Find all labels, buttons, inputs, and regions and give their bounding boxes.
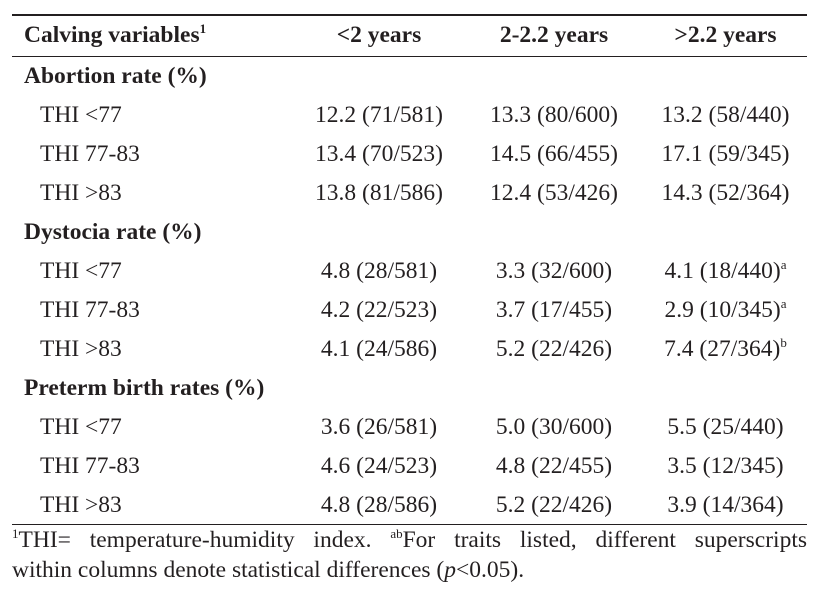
table-row: THI <77 4.8 (28/581) 3.3 (32/600) 4.1 (1… [12, 252, 807, 291]
cell-under-2: 4.2 (22/523) [320, 297, 438, 323]
row-label: THI 77-83 [40, 141, 140, 167]
superscript-marker: b [780, 335, 787, 350]
row-label: THI <77 [40, 414, 122, 440]
header-2-to-2-2-years: 2-2.2 years [499, 22, 609, 48]
table-bottom-rule [12, 524, 807, 526]
section-title: Abortion rate (%) [24, 63, 207, 89]
cell-2-to-2-2: 12.4 (53/426) [490, 180, 618, 206]
cell-2-to-2-2: 3.3 (32/600) [495, 258, 613, 284]
cell-over-2-2: 3.9 (14/364) [667, 492, 784, 518]
cell-under-2: 4.8 (28/586) [320, 492, 438, 518]
table-row: THI <77 12.2 (71/581) 13.3 (80/600) 13.2… [12, 96, 807, 135]
row-label: THI <77 [40, 258, 122, 284]
table-row: THI >83 13.8 (81/586) 12.4 (53/426) 14.3… [12, 174, 807, 213]
cell-over-2-2: 7.4 (27/364)b [664, 335, 787, 362]
header-over-2-2-years: >2.2 years [674, 22, 777, 48]
table-row: THI <77 3.6 (26/581) 5.0 (30/600) 5.5 (2… [12, 408, 807, 447]
table-footnote: 1THI= temperature-humidity index. abFor … [12, 525, 807, 585]
cell-over-2-2: 3.5 (12/345) [667, 453, 784, 479]
header-footnote-marker: 1 [199, 21, 207, 36]
cell-2-to-2-2: 3.7 (17/455) [495, 297, 613, 323]
cell-over-2-2: 17.1 (59/345) [661, 141, 790, 167]
table-header-rule [12, 56, 807, 58]
section-title: Preterm birth rates (%) [24, 375, 265, 401]
cell-under-2: 4.6 (24/523) [320, 453, 438, 479]
table-row: THI 77-83 4.2 (22/523) 3.7 (17/455) 2.9 … [12, 291, 807, 330]
header-under-2-years: <2 years [336, 22, 422, 48]
table-row: THI 77-83 13.4 (70/523) 14.5 (66/455) 17… [12, 135, 807, 174]
cell-2-to-2-2: 4.8 (22/455) [495, 453, 613, 479]
cell-2-to-2-2: 5.0 (30/600) [495, 414, 613, 440]
row-label: THI <77 [40, 102, 122, 128]
footnote-line-2: within columns denote statistical differ… [12, 557, 525, 583]
cell-2-to-2-2: 5.2 (22/426) [495, 336, 613, 362]
cell-under-2: 12.2 (71/581) [315, 102, 443, 128]
cell-under-2: 4.8 (28/581) [320, 258, 438, 284]
row-label: THI 77-83 [40, 453, 140, 479]
footnote-line-1: 1THI= temperature-humidity index. abFor … [12, 526, 807, 553]
row-label: THI >83 [40, 336, 122, 362]
superscript-marker: a [780, 296, 787, 311]
section-preterm-birth-rates: Preterm birth rates (%) [12, 369, 807, 408]
cell-2-to-2-2: 5.2 (22/426) [495, 492, 613, 518]
header-calving-variables: Calving variables1 [24, 21, 207, 48]
cell-2-to-2-2: 14.5 (66/455) [490, 141, 618, 167]
section-title: Dystocia rate (%) [24, 219, 202, 245]
cell-under-2: 13.4 (70/523) [315, 141, 443, 167]
table-header-row: Calving variables1 <2 years 2-2.2 years … [12, 14, 807, 56]
cell-under-2: 3.6 (26/581) [320, 414, 438, 440]
row-label: THI 77-83 [40, 297, 140, 323]
cell-2-to-2-2: 13.3 (80/600) [490, 102, 618, 128]
table-row: THI 77-83 4.6 (24/523) 4.8 (22/455) 3.5 … [12, 447, 807, 486]
cell-under-2: 13.8 (81/586) [315, 180, 443, 206]
table-row: THI >83 4.8 (28/586) 5.2 (22/426) 3.9 (1… [12, 486, 807, 525]
row-label: THI >83 [40, 492, 122, 518]
cell-over-2-2: 5.5 (25/440) [667, 414, 784, 440]
section-abortion-rate: Abortion rate (%) [12, 57, 807, 96]
superscript-marker: a [780, 257, 787, 272]
cell-under-2: 4.1 (24/586) [320, 336, 438, 362]
table-body: Abortion rate (%) THI <77 12.2 (71/581) … [12, 57, 807, 525]
cell-over-2-2: 4.1 (18/440)a [664, 257, 787, 284]
cell-over-2-2: 13.2 (58/440) [661, 102, 790, 128]
cell-over-2-2: 2.9 (10/345)a [664, 296, 787, 323]
cell-over-2-2: 14.3 (52/364) [661, 180, 790, 206]
section-dystocia-rate: Dystocia rate (%) [12, 213, 807, 252]
table-top-rule [12, 14, 807, 16]
table-row: THI >83 4.1 (24/586) 5.2 (22/426) 7.4 (2… [12, 330, 807, 369]
row-label: THI >83 [40, 180, 122, 206]
